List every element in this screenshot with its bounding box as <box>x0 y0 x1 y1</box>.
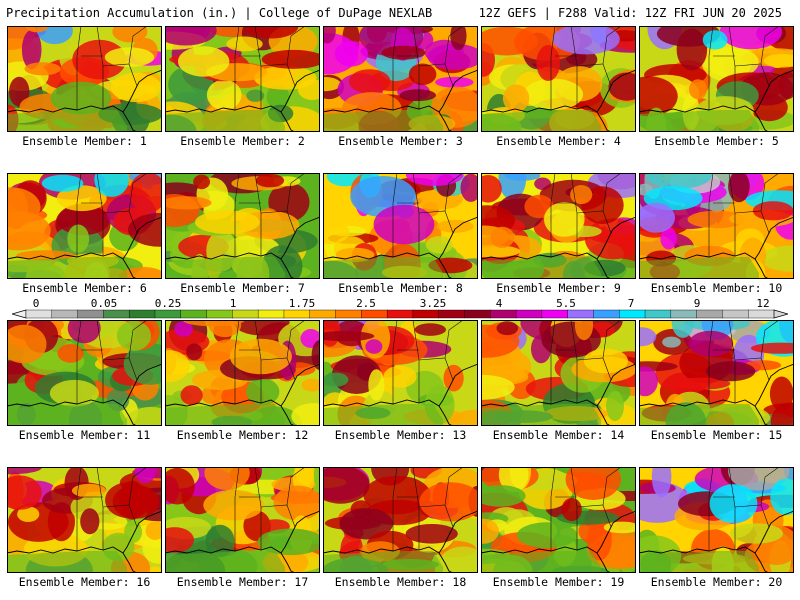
ensemble-member-label: Ensemble Member: 7 <box>180 281 305 295</box>
ensemble-panel: Ensemble Member: 5 <box>639 26 794 148</box>
ensemble-panel: Ensemble Member: 17 <box>165 467 320 589</box>
ensemble-member-label: Ensemble Member: 13 <box>334 428 467 442</box>
colorbar-tick-label: 0 <box>32 297 40 310</box>
ensemble-panel: Ensemble Member: 20 <box>639 467 794 589</box>
colorbar-tick-label: 0.25 <box>154 297 182 310</box>
precip-map <box>323 26 478 132</box>
ensemble-member-label: Ensemble Member: 3 <box>338 134 463 148</box>
colorbar-tick-label: 1 <box>229 297 237 310</box>
colorbar-tick-label: 5.5 <box>556 297 576 310</box>
colorbar-tick-label: 1.75 <box>288 297 316 310</box>
ensemble-member-label: Ensemble Member: 8 <box>338 281 463 295</box>
ensemble-member-label: Ensemble Member: 17 <box>176 575 309 589</box>
ensemble-member-label: Ensemble Member: 9 <box>496 281 621 295</box>
colorbar-tick-label: 7 <box>627 297 635 310</box>
ensemble-panel: Ensemble Member: 2 <box>165 26 320 148</box>
precip-map <box>165 173 320 279</box>
colorbar <box>12 309 788 319</box>
ensemble-member-label: Ensemble Member: 14 <box>492 428 625 442</box>
precip-map <box>323 467 478 573</box>
ensemble-panel: Ensemble Member: 16 <box>7 467 162 589</box>
ensemble-panel: Ensemble Member: 13 <box>323 320 478 442</box>
precip-map <box>481 26 636 132</box>
ensemble-panel: Ensemble Member: 6 <box>7 173 162 295</box>
ensemble-member-label: Ensemble Member: 10 <box>650 281 783 295</box>
ensemble-member-label: Ensemble Member: 4 <box>496 134 621 148</box>
precip-map <box>639 173 794 279</box>
precip-map <box>481 173 636 279</box>
ensemble-panel: Ensemble Member: 18 <box>323 467 478 589</box>
ensemble-panel: Ensemble Member: 19 <box>481 467 636 589</box>
ensemble-member-label: Ensemble Member: 6 <box>22 281 147 295</box>
ensemble-panel: Ensemble Member: 8 <box>323 173 478 295</box>
ensemble-panel: Ensemble Member: 4 <box>481 26 636 148</box>
ensemble-member-label: Ensemble Member: 20 <box>650 575 783 589</box>
precip-map <box>481 320 636 426</box>
ensemble-member-label: Ensemble Member: 18 <box>334 575 467 589</box>
ensemble-panel: Ensemble Member: 9 <box>481 173 636 295</box>
ensemble-member-label: Ensemble Member: 11 <box>18 428 151 442</box>
ensemble-member-label: Ensemble Member: 15 <box>650 428 783 442</box>
run-info: 12Z GEFS | F288 Valid: 12Z FRI JUN 20 20… <box>478 6 782 20</box>
colorbar-right-arrow <box>773 309 788 319</box>
colorbar-tick-label: 2.5 <box>356 297 376 310</box>
precip-map <box>7 320 162 426</box>
ensemble-panel: Ensemble Member: 3 <box>323 26 478 148</box>
precip-map <box>639 467 794 573</box>
page-title: Precipitation Accumulation (in.) | Colle… <box>6 6 433 20</box>
ensemble-panel: Ensemble Member: 14 <box>481 320 636 442</box>
precip-map <box>323 173 478 279</box>
precip-map <box>481 467 636 573</box>
precip-map <box>165 320 320 426</box>
ensemble-panel: Ensemble Member: 10 <box>639 173 794 295</box>
precip-map <box>7 467 162 573</box>
ensemble-panel: Ensemble Member: 15 <box>639 320 794 442</box>
ensemble-panel: Ensemble Member: 7 <box>165 173 320 295</box>
ensemble-member-label: Ensemble Member: 1 <box>22 134 147 148</box>
colorbar-tick-label: 4 <box>495 297 503 310</box>
precip-map <box>323 320 478 426</box>
precip-map <box>7 26 162 132</box>
colorbar-labels: 0 0.05 0.25 1 1.75 2.5 3.25 4 5.5 7 9 12 <box>0 298 800 312</box>
colorbar-tick-label: 9 <box>693 297 701 310</box>
precip-map <box>639 320 794 426</box>
ensemble-member-label: Ensemble Member: 5 <box>654 134 779 148</box>
ensemble-panel: Ensemble Member: 1 <box>7 26 162 148</box>
ensemble-member-label: Ensemble Member: 12 <box>176 428 309 442</box>
precip-map <box>165 26 320 132</box>
ensemble-panel: Ensemble Member: 11 <box>7 320 162 442</box>
precip-map <box>7 173 162 279</box>
colorbar-tick-label: 3.25 <box>419 297 447 310</box>
ensemble-member-label: Ensemble Member: 2 <box>180 134 305 148</box>
colorbar-tick-label: 12 <box>756 297 770 310</box>
ensemble-member-label: Ensemble Member: 19 <box>492 575 625 589</box>
ensemble-panel: Ensemble Member: 12 <box>165 320 320 442</box>
colorbar-tick-label: 0.05 <box>90 297 118 310</box>
precip-map <box>165 467 320 573</box>
precip-map <box>639 26 794 132</box>
ensemble-member-label: Ensemble Member: 16 <box>18 575 151 589</box>
